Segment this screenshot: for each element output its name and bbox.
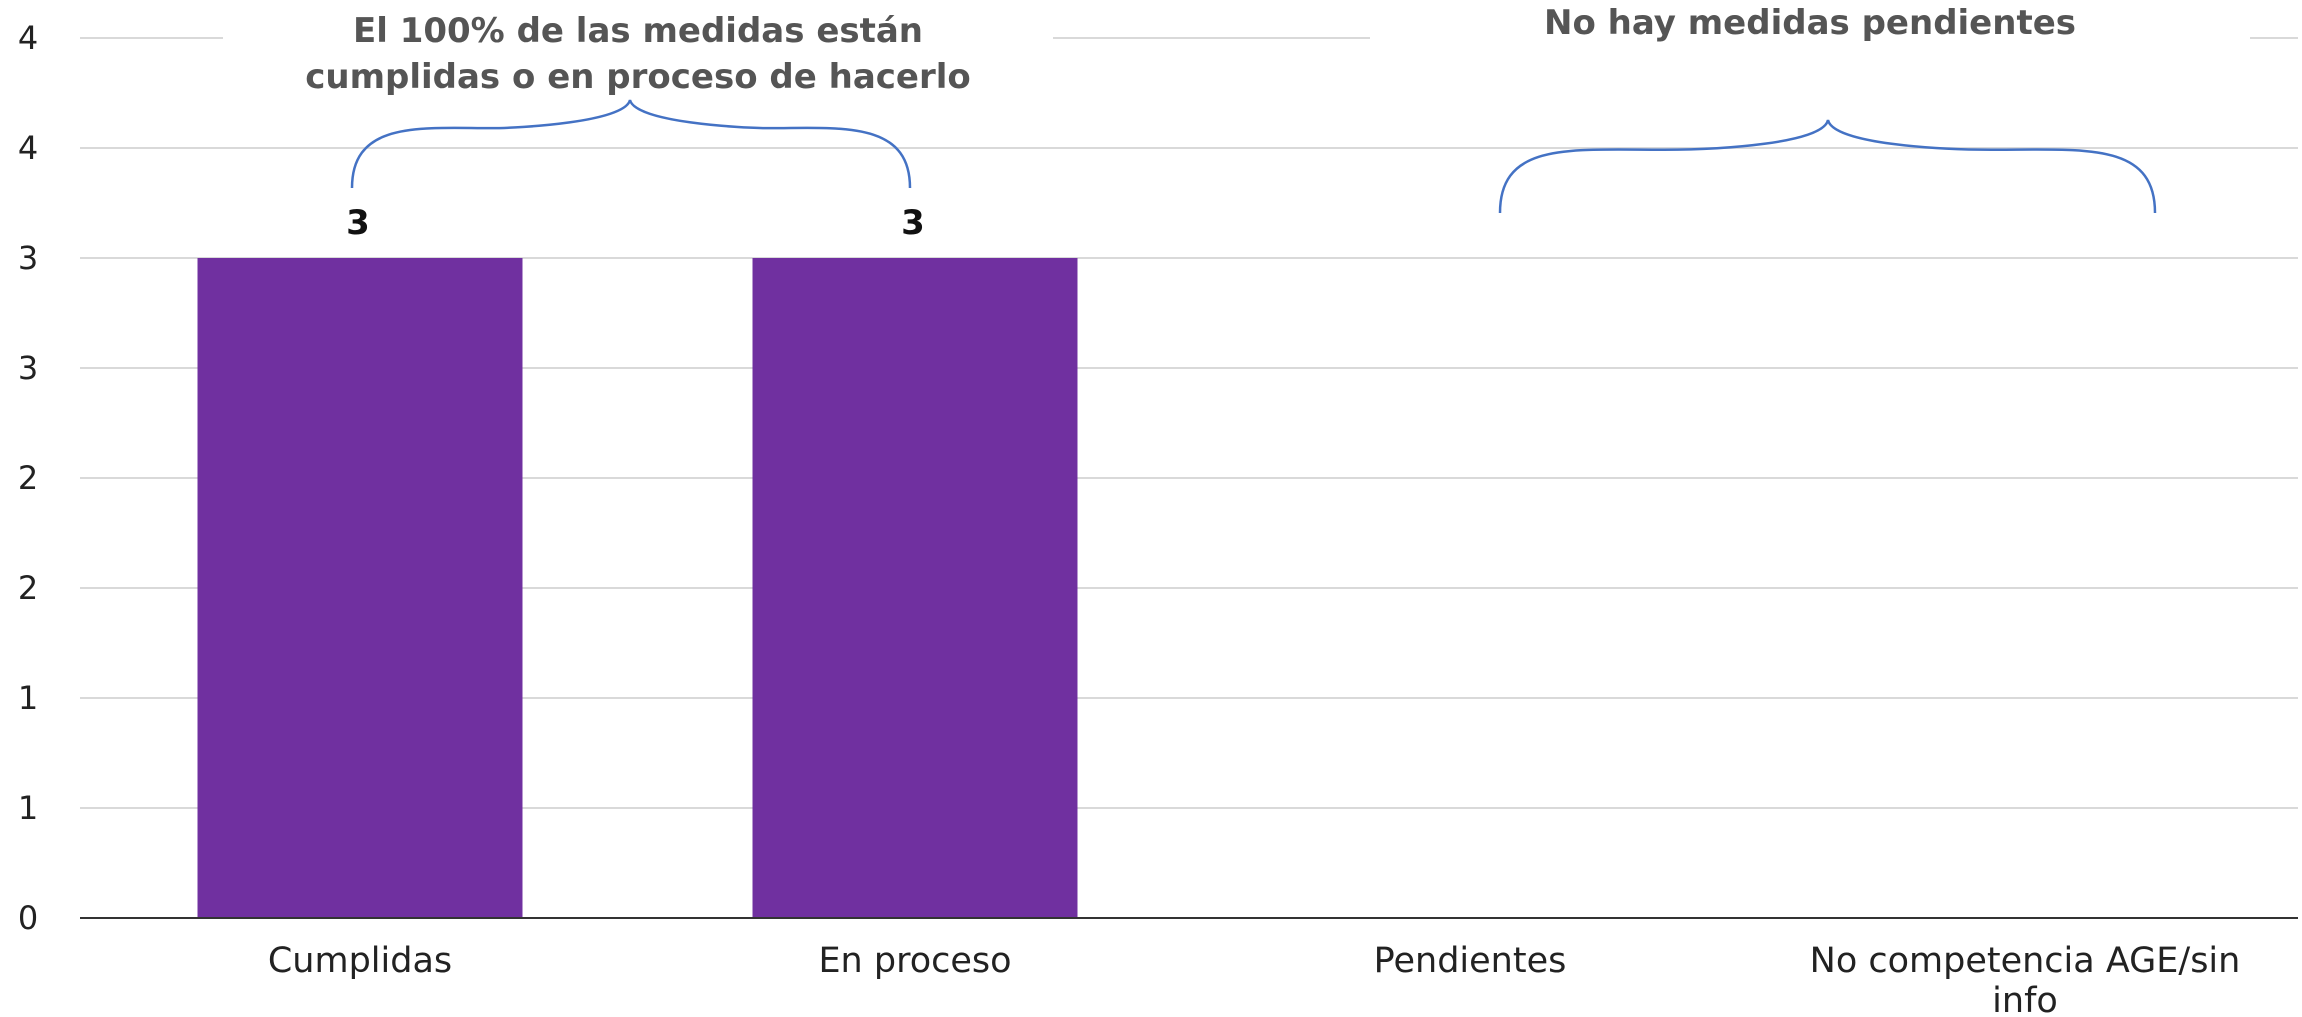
y-tick-label: 1 [18, 789, 38, 827]
x-tick-label-line: Pendientes [1374, 941, 1567, 981]
x-tick-label: No competencia AGE/sin info [1810, 941, 2241, 1017]
bar [197, 258, 523, 918]
bars [197, 258, 1078, 918]
annotation-line: cumplidas o en proceso de hacerlo [305, 57, 971, 97]
x-tick-label-line: info [1992, 981, 2058, 1017]
data-label: 3 [901, 203, 925, 243]
annotation-background [1370, 4, 2250, 54]
y-tick-label: 3 [18, 239, 38, 277]
x-tick-label: Pendientes [1374, 941, 1567, 981]
y-tick-label: 4 [18, 19, 38, 57]
y-tick-label: 1 [18, 679, 38, 717]
annotation-line: El 100% de las medidas están [353, 11, 923, 51]
annotation-text: No hay medidas pendientes [1544, 3, 2076, 43]
annotation-text: El 100% de las medidas están cumplidas o … [305, 11, 971, 97]
curly-brace [350, 99, 912, 189]
y-tick-label: 3 [18, 349, 38, 387]
bar [752, 258, 1078, 918]
x-tick-label: En proceso [818, 941, 1011, 981]
y-tick-label: 0 [18, 899, 38, 937]
labels: 0 1 1 2 2 3 3 4 4 3 3 Cumplidas En proceso Pendientes… [18, 19, 2241, 1017]
annotations: El 100% de las medidas están cumplidas o … [223, 3, 2250, 214]
x-tick-label: Cumplidas [268, 941, 452, 981]
curly-brace [1498, 119, 2157, 214]
data-label: 3 [346, 203, 370, 243]
x-tick-label-line: Cumplidas [268, 941, 452, 981]
annotation-line: No hay medidas pendientes [1544, 3, 2076, 43]
y-tick-label: 2 [18, 459, 38, 497]
y-tick-label: 4 [18, 129, 38, 167]
x-tick-label-line: No competencia AGE/sin [1810, 941, 2241, 981]
x-tick-label-line: En proceso [818, 941, 1011, 981]
y-tick-label: 2 [18, 569, 38, 607]
annotation-background [223, 4, 1053, 104]
